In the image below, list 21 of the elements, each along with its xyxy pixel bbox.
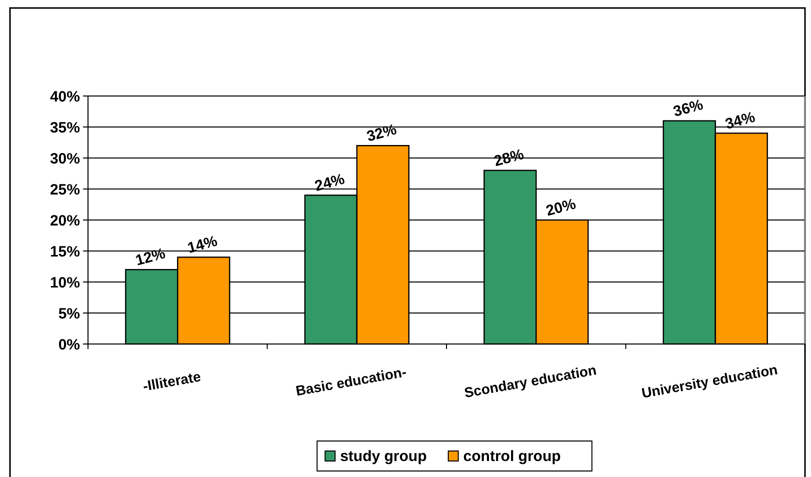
y-tick-label: 35% — [50, 119, 80, 136]
text: 14% — [186, 232, 220, 257]
y-tick-label: 40% — [50, 88, 80, 106]
x-tick-label: Basic education- — [294, 363, 408, 399]
y-tick-label: 15% — [50, 243, 80, 260]
y-tick-label: 10% — [50, 274, 80, 292]
y-tick-label: 30% — [50, 150, 80, 168]
legend-label: study group — [340, 448, 427, 465]
legend-label: control group — [463, 448, 561, 465]
text: 20% — [544, 196, 578, 220]
text: 32% — [365, 121, 398, 146]
y-tick-label: 25% — [50, 181, 80, 198]
text: 36% — [672, 96, 705, 121]
x-tick-label: Scondary education — [462, 362, 598, 401]
y-tick-label: 5% — [58, 305, 80, 322]
y-tick-label: 0% — [58, 336, 80, 354]
x-tick-label: University education — [640, 361, 779, 401]
text: 12% — [134, 245, 168, 270]
x-tick-label: -Illiterate — [142, 368, 202, 394]
text: 34% — [724, 108, 757, 133]
y-tick-label: 20% — [50, 212, 80, 230]
